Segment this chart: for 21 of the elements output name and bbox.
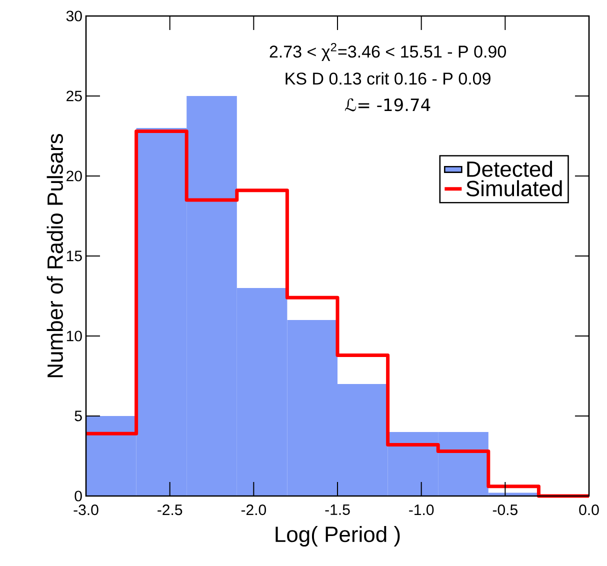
y-tick-label: 10 — [66, 330, 82, 342]
x-tick-label: -2.0 — [241, 504, 266, 516]
y-tick-label: 0 — [74, 490, 82, 502]
y-tick-label: 15 — [66, 250, 82, 262]
y-axis-title: Number of Radio Pulsars — [46, 134, 63, 378]
y-tick-label: 20 — [66, 170, 82, 182]
y-tick-label: 30 — [66, 10, 82, 22]
x-tick-label: -0.5 — [492, 504, 518, 516]
y-tick-label: 25 — [66, 90, 82, 102]
x-tick-label: -1.5 — [325, 504, 350, 515]
x-tick-label: -1.0 — [409, 504, 434, 516]
x-tick-label: -2.5 — [158, 504, 182, 516]
legend-label: Simulated — [466, 180, 562, 196]
annotation: 2.73 < χ$^{2}$=3.46 < 15.51 - P 0.90 — [270, 42, 506, 62]
x-axis-title: Log( Period ) — [276, 526, 400, 546]
x-tick-label: 0.0 — [579, 504, 599, 516]
x-tick-label: -3.0 — [74, 504, 98, 516]
annotation: ℒ= -19.74 — [345, 98, 430, 112]
y-tick-label: 5 — [74, 410, 82, 422]
annotation: KS D 0.13 crit 0.16 - P 0.09 — [286, 72, 490, 85]
legend-label: Detected — [467, 160, 552, 177]
